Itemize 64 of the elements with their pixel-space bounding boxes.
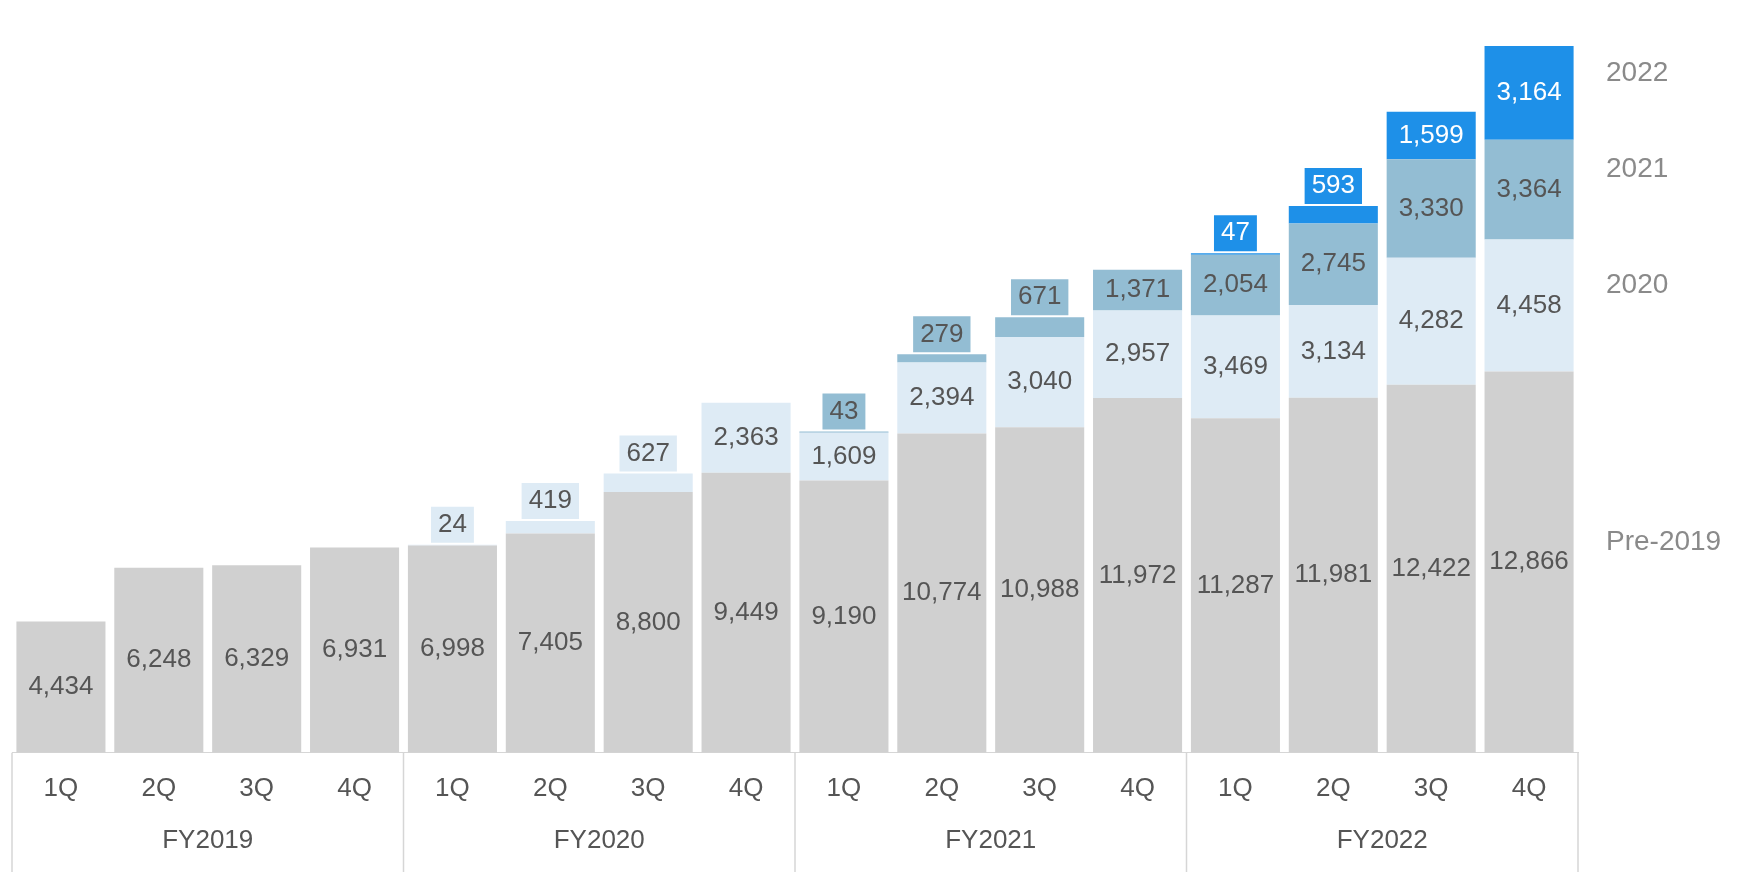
data-label: 12,866 [1489, 545, 1569, 576]
x-tick-label: 2Q [924, 771, 960, 802]
data-label: 4,434 [28, 670, 94, 701]
x-tick-label: 4Q [728, 771, 764, 802]
data-label: 10,988 [999, 573, 1080, 604]
data-label: 43 [829, 394, 859, 425]
data-label: 671 [1017, 280, 1062, 311]
data-label: 2,054 [1202, 268, 1268, 299]
data-label: 11,287 [1196, 568, 1275, 599]
data-label: 2,363 [713, 420, 779, 451]
x-tick-label: 3Q [1022, 771, 1058, 802]
x-tick-label: 1Q [1218, 771, 1253, 802]
x-tick-label: 3Q [1413, 771, 1449, 802]
data-label: 3,134 [1300, 334, 1366, 365]
x-tick-label: 1Q [826, 771, 862, 802]
data-label: 3,364 [1496, 172, 1562, 203]
data-label: 12,422 [1391, 551, 1471, 582]
data-label: 9,449 [713, 595, 779, 626]
data-label: 279 [920, 317, 964, 348]
data-label: 627 [626, 436, 670, 467]
x-tick-label: 1Q [43, 771, 79, 802]
data-label: 3,469 [1202, 350, 1268, 381]
x-tick-label: 3Q [630, 771, 666, 802]
text: FY2021 [945, 823, 1037, 854]
x-tick-label: 4Q [1120, 771, 1155, 802]
data-label: 3,040 [1007, 365, 1073, 396]
data-label: 11,972 [1098, 558, 1177, 589]
x-tick-label: 2Q [532, 771, 568, 802]
data-label: 6,329 [224, 642, 290, 673]
text: FY2020 [553, 823, 645, 854]
data-label: 7,405 [517, 626, 583, 657]
x-tick-label: 4Q [337, 771, 372, 802]
data-label: 6,998 [419, 632, 485, 663]
text: FY2019 [162, 823, 254, 854]
data-label: 10,774 [902, 576, 982, 607]
data-label: 2,745 [1300, 247, 1366, 278]
x-tick-label: 1Q [435, 771, 470, 802]
data-label: 2,394 [909, 381, 975, 412]
data-label: 8,800 [615, 605, 681, 636]
x-tick-label: 4Q [1511, 771, 1547, 802]
data-label: 9,190 [811, 599, 877, 630]
data-label: 2,957 [1105, 337, 1171, 368]
data-label: 11,981 [1294, 558, 1373, 589]
data-label: 1,371 [1105, 273, 1171, 304]
data-label: 419 [528, 484, 573, 515]
data-label: 3,330 [1398, 191, 1464, 222]
text: FY2022 [1336, 823, 1428, 854]
series-label: 2022 [1606, 55, 1669, 87]
series-label: 2021 [1606, 152, 1669, 184]
data-label: 1,599 [1398, 118, 1464, 149]
data-label: 47 [1220, 216, 1250, 247]
data-label: 593 [1311, 169, 1356, 200]
x-tick-label: 3Q [239, 771, 275, 802]
series-label: 2020 [1606, 268, 1669, 300]
data-label: 4,458 [1496, 288, 1562, 319]
x-tick-label: 2Q [141, 771, 177, 802]
data-label: 24 [437, 507, 467, 538]
data-label: 4,282 [1398, 304, 1464, 335]
series-label: Pre-2019 [1606, 524, 1722, 556]
data-label: 6,931 [322, 633, 388, 664]
x-tick-label: 2Q [1315, 771, 1351, 802]
data-label: 6,248 [126, 643, 192, 674]
data-label: 1,609 [811, 439, 877, 470]
data-label: 3,164 [1496, 76, 1562, 107]
